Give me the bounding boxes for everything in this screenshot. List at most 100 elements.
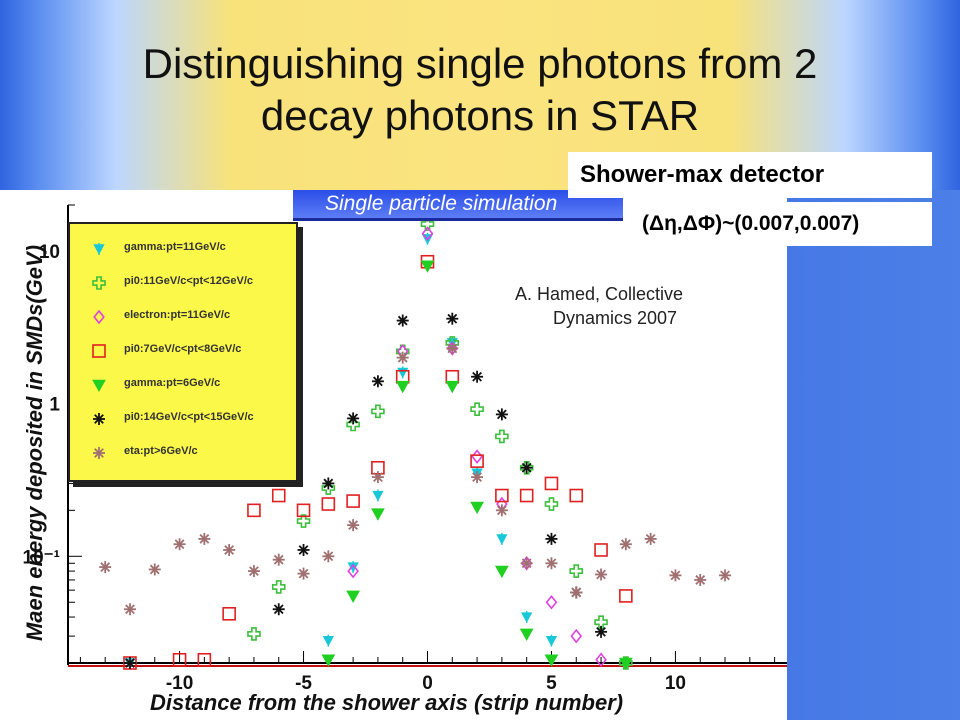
data-point bbox=[247, 503, 261, 518]
data-point bbox=[222, 607, 236, 621]
data-point bbox=[396, 314, 409, 327]
data-point-shape bbox=[346, 494, 360, 508]
data-point-stroke bbox=[249, 566, 259, 576]
data-point bbox=[520, 557, 533, 570]
data-point-stroke bbox=[447, 343, 458, 354]
legend-marker-shape bbox=[93, 447, 105, 459]
data-point-shape bbox=[420, 260, 435, 273]
data-point-stroke bbox=[571, 587, 582, 598]
data-point-stroke bbox=[596, 626, 606, 637]
data-point bbox=[520, 461, 533, 474]
data-point bbox=[322, 550, 335, 563]
data-point-stroke bbox=[348, 520, 359, 531]
x-tick-label: 10 bbox=[665, 673, 686, 694]
data-point bbox=[346, 417, 360, 432]
legend-marker bbox=[92, 276, 106, 290]
data-point bbox=[470, 501, 484, 515]
data-point-shape bbox=[346, 417, 360, 432]
data-point bbox=[247, 565, 260, 578]
data-point bbox=[123, 657, 136, 669]
data-point-shape bbox=[395, 380, 410, 394]
data-point bbox=[347, 563, 359, 579]
data-point bbox=[595, 568, 608, 581]
data-point-shape bbox=[544, 476, 559, 491]
data-point bbox=[544, 476, 559, 491]
data-point bbox=[496, 532, 508, 545]
data-point-shape bbox=[595, 652, 607, 668]
data-point bbox=[371, 404, 385, 419]
legend-marker bbox=[93, 309, 105, 325]
credit-line-1: A. Hamed, Collective bbox=[515, 284, 684, 304]
data-point bbox=[346, 590, 360, 603]
data-point-stroke bbox=[100, 562, 111, 572]
x-tick-label: -5 bbox=[295, 673, 312, 694]
data-point-shape bbox=[471, 449, 483, 464]
data-point-stroke bbox=[125, 604, 135, 615]
data-point bbox=[321, 654, 336, 667]
data-point bbox=[545, 594, 558, 610]
legend-marker-shape-stroke bbox=[94, 414, 104, 424]
legend-label: gamma:pt=6GeV/c bbox=[124, 377, 221, 389]
data-point-shape bbox=[470, 454, 484, 468]
data-point-stroke bbox=[496, 409, 507, 420]
data-point bbox=[247, 627, 261, 641]
data-point bbox=[618, 657, 633, 671]
data-point-stroke bbox=[670, 570, 681, 581]
legend-marker-shape bbox=[93, 243, 105, 255]
data-point-shape bbox=[296, 503, 311, 518]
legend-marker-shape bbox=[92, 344, 106, 358]
data-point-shape bbox=[519, 488, 534, 503]
data-point-shape bbox=[271, 580, 286, 594]
data-point-shape bbox=[346, 590, 360, 603]
legend-item: electron:pt=11GeV/c bbox=[70, 306, 296, 328]
data-point-shape bbox=[197, 652, 212, 667]
data-point bbox=[495, 488, 509, 503]
legend-item: gamma:pt=11GeV/c bbox=[70, 238, 296, 260]
data-point-shape bbox=[594, 615, 608, 630]
data-point bbox=[397, 366, 409, 379]
data-point-stroke bbox=[323, 551, 334, 562]
data-point-shape bbox=[247, 503, 261, 518]
data-point-shape bbox=[544, 654, 559, 667]
data-point-stroke bbox=[521, 462, 532, 473]
data-point bbox=[669, 569, 682, 582]
legend-marker-shape bbox=[93, 413, 105, 425]
data-point-stroke bbox=[323, 478, 334, 489]
data-point-stroke bbox=[149, 564, 160, 575]
data-point-stroke bbox=[373, 472, 383, 483]
legend-item: gamma:pt=6GeV/c bbox=[70, 374, 296, 396]
data-point bbox=[296, 514, 311, 528]
data-point-shape bbox=[271, 488, 286, 503]
data-point-shape bbox=[347, 563, 359, 579]
data-point bbox=[172, 652, 187, 667]
legend-label: pi0:7GeV/c<pt<8GeV/c bbox=[124, 343, 242, 355]
data-point-shape bbox=[570, 628, 583, 644]
y-tick-label: 1 bbox=[49, 395, 60, 416]
data-point bbox=[272, 553, 285, 566]
data-point bbox=[420, 260, 435, 273]
data-point bbox=[371, 508, 385, 521]
data-point-stroke bbox=[546, 533, 557, 544]
data-point bbox=[519, 488, 534, 503]
data-point-shape bbox=[594, 543, 608, 557]
data-point-shape bbox=[296, 514, 311, 528]
data-point bbox=[595, 625, 608, 638]
chart-legend: gamma:pt=11GeV/c pi0:11GeV/c<pt<12GeV/c el… bbox=[68, 222, 298, 482]
legend-marker-shape-stroke bbox=[94, 448, 104, 458]
data-point-stroke bbox=[472, 472, 482, 483]
legend-marker-shape-shape bbox=[93, 309, 105, 325]
data-point-stroke bbox=[496, 505, 507, 516]
data-point bbox=[619, 538, 632, 551]
title-line-1: Distinguishing single photons from 2 bbox=[142, 40, 818, 87]
data-point bbox=[544, 497, 559, 511]
data-point bbox=[421, 226, 434, 241]
data-point-shape bbox=[619, 589, 633, 603]
data-point bbox=[470, 402, 484, 416]
legend-marker-shape bbox=[92, 276, 106, 290]
data-point bbox=[495, 504, 508, 517]
data-point bbox=[719, 569, 732, 582]
data-point-shape bbox=[519, 628, 534, 641]
data-point-stroke bbox=[620, 539, 631, 550]
data-point bbox=[595, 652, 607, 668]
legend-item: pi0:11GeV/c<pt<12GeV/c bbox=[70, 272, 296, 294]
